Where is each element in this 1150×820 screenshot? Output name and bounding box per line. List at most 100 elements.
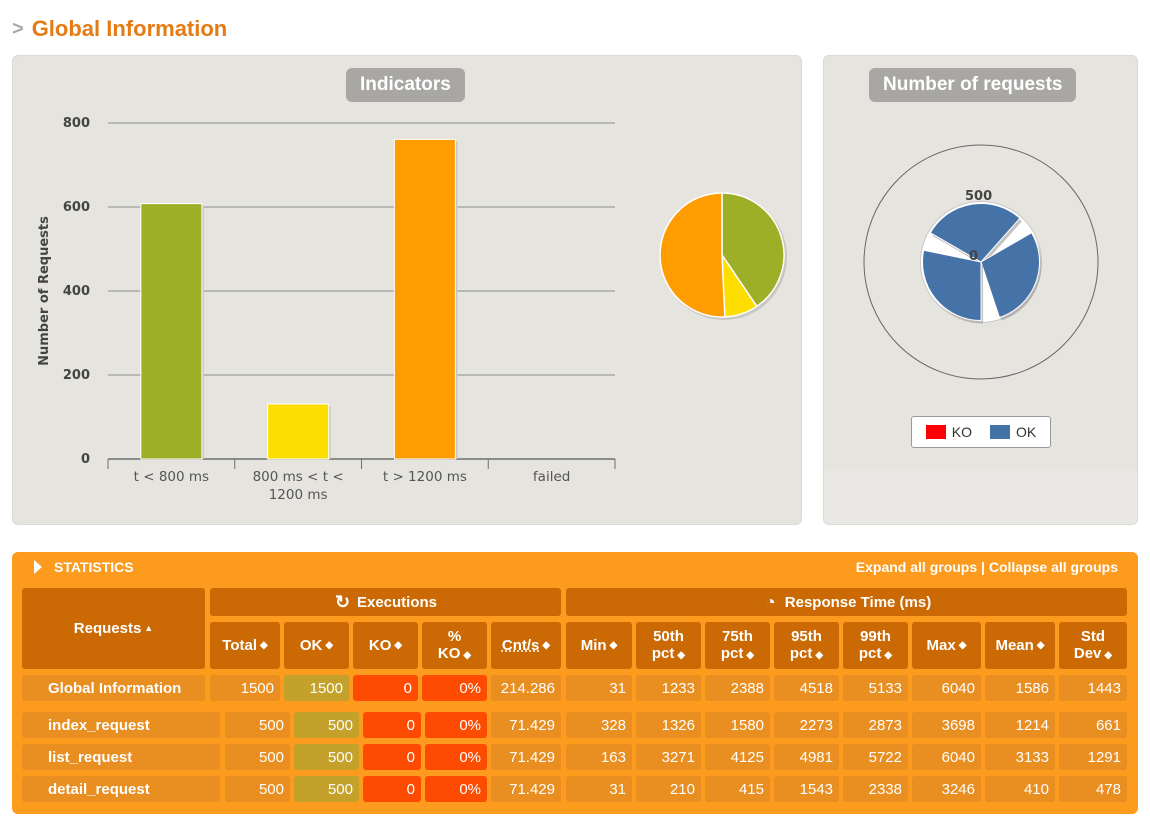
cell-std: 1291: [1059, 744, 1127, 770]
cell-ko: 0: [363, 776, 421, 802]
header-p99[interactable]: 99th pct ◆: [843, 622, 908, 669]
legend-item-ok[interactable]: OK: [990, 424, 1036, 440]
bar[interactable]: [393, 138, 456, 460]
header-cnt-per-sec[interactable]: Cnt/s ◆: [491, 622, 561, 669]
polar-sector-ok[interactable]: [922, 249, 982, 322]
value-p95: 1543: [799, 780, 833, 798]
value-p50: 1326: [661, 716, 695, 734]
sort-icon[interactable]: ◆: [1104, 649, 1113, 661]
request-row-label[interactable]: index_request: [22, 712, 220, 738]
legend-item-ko[interactable]: KO: [925, 424, 972, 440]
sort-icon[interactable]: ◆: [260, 640, 268, 651]
y-tick-label: 600: [63, 200, 90, 215]
header-p75-line2: pct: [720, 644, 744, 662]
sort-icon[interactable]: ◆: [958, 640, 967, 651]
header-p95[interactable]: 95th pct ◆: [774, 622, 839, 669]
cell-cnt: 71.429: [491, 776, 561, 802]
statistics-toggle[interactable]: STATISTICS: [34, 559, 134, 575]
cell-min: 31: [566, 776, 632, 802]
sort-icon[interactable]: ◆: [325, 640, 334, 651]
sort-icon[interactable]: ◆: [746, 649, 755, 661]
header-total[interactable]: Total ◆: [210, 622, 280, 669]
cell-ok: 500: [294, 776, 359, 802]
polar-sector-ok[interactable]: [929, 203, 1021, 263]
request-row-label[interactable]: list_request: [22, 744, 220, 770]
cell-mean: 410: [985, 776, 1055, 802]
value-min: 328: [600, 716, 626, 734]
header-pct-ko-wrap: % KO ◆: [438, 628, 471, 664]
header-ok-label: OK: [299, 637, 323, 654]
sort-icon[interactable]: ◆: [463, 649, 472, 661]
sort-icon[interactable]: ◆: [609, 640, 618, 651]
value-cnt: 71.429: [509, 780, 555, 798]
indicators-title: Indicators: [346, 68, 465, 102]
value-total: 500: [258, 748, 284, 766]
header-p75-line1: 75th: [722, 627, 753, 645]
value-p75: 2388: [730, 679, 764, 697]
bar[interactable]: [267, 403, 330, 460]
header-requests[interactable]: Requests ▲: [22, 588, 205, 669]
value-max: 6040: [941, 679, 975, 697]
header-p75[interactable]: 75th pct ◆: [705, 622, 770, 669]
header-mean[interactable]: Mean ◆: [985, 622, 1055, 669]
header-p50-wrap: 50th pct ◆: [652, 628, 685, 664]
header-p95-line1: 95th: [791, 627, 822, 645]
cell-ko: 0: [363, 744, 421, 770]
header-p99-line1: 99th: [860, 627, 891, 645]
requests-chart-area: Number of requests 500 0 KO OK: [824, 56, 1137, 469]
chevron-right-icon: >: [12, 17, 24, 40]
request-row-label[interactable]: detail_request: [22, 776, 220, 802]
polar-sector-ok[interactable]: [980, 232, 1040, 319]
value-total: 500: [258, 780, 284, 798]
header-line: 50th: [653, 628, 684, 645]
legend-swatch-ok: [990, 425, 1010, 439]
cell-std: 661: [1059, 712, 1127, 738]
header-p50[interactable]: 50th pct ◆: [636, 622, 701, 669]
value-ko: 0: [406, 716, 415, 734]
header-total-label: Total: [222, 637, 257, 654]
indicators-bar-chart: 0 200 400 600 800 Number of Requests t < 800 m…: [37, 116, 787, 503]
header-response-time-label: Response Time (ms): [784, 593, 932, 611]
request-name: index_request: [48, 716, 150, 734]
value-pct-ko: 0%: [459, 780, 481, 798]
collapse-all-groups-link[interactable]: Collapse all groups: [988, 559, 1118, 575]
cell-cnt: 71.429: [491, 712, 561, 738]
sort-icon[interactable]: ◆: [884, 649, 893, 661]
pie-slice[interactable]: [659, 192, 726, 318]
bar[interactable]: [140, 203, 203, 460]
value-p99: 2338: [868, 780, 902, 798]
header-p95-line2: pct: [789, 644, 813, 662]
sort-icon[interactable]: ◆: [815, 649, 824, 661]
sort-icon[interactable]: ◆: [394, 640, 403, 651]
value-ok: 500: [327, 716, 353, 734]
header-line: 75th: [722, 628, 753, 645]
value-max: 3246: [941, 780, 975, 798]
expand-all-groups-link[interactable]: Expand all groups: [855, 559, 978, 575]
request-name: detail_request: [48, 780, 150, 798]
legend-swatch-ko: [925, 425, 946, 439]
cell-total: 1500: [210, 675, 280, 701]
header-ko[interactable]: KO ◆: [353, 622, 418, 669]
value-ok: 1500: [309, 679, 343, 697]
sort-icon[interactable]: ◆: [542, 640, 551, 651]
header-p75-wrap: 75th pct ◆: [721, 628, 754, 664]
global-information-row-label[interactable]: Global Information: [22, 675, 205, 701]
value-p50: 210: [669, 780, 695, 798]
pie-slice[interactable]: [721, 192, 785, 308]
header-min[interactable]: Min ◆: [566, 622, 632, 669]
x-tick-label: t > 1200 ms: [383, 469, 467, 485]
cell-p99: 2873: [843, 712, 908, 738]
header-min-label: Min: [580, 637, 607, 654]
sort-icon[interactable]: ◆: [1036, 640, 1045, 651]
header-std-dev[interactable]: Std Dev ◆: [1059, 622, 1127, 669]
sort-icon[interactable]: ◆: [677, 649, 686, 661]
cell-pct-ko: 0%: [422, 675, 487, 701]
sort-asc-icon[interactable]: ▲: [144, 623, 154, 633]
header-ok[interactable]: OK ◆: [284, 622, 349, 669]
section-heading: > Global Information: [12, 14, 227, 44]
value-p95: 4981: [799, 748, 833, 766]
header-pct-ko[interactable]: % KO ◆: [422, 622, 487, 669]
header-pct-ko-line1: %: [447, 627, 462, 645]
header-max[interactable]: Max ◆: [912, 622, 981, 669]
value-min: 31: [609, 780, 626, 798]
